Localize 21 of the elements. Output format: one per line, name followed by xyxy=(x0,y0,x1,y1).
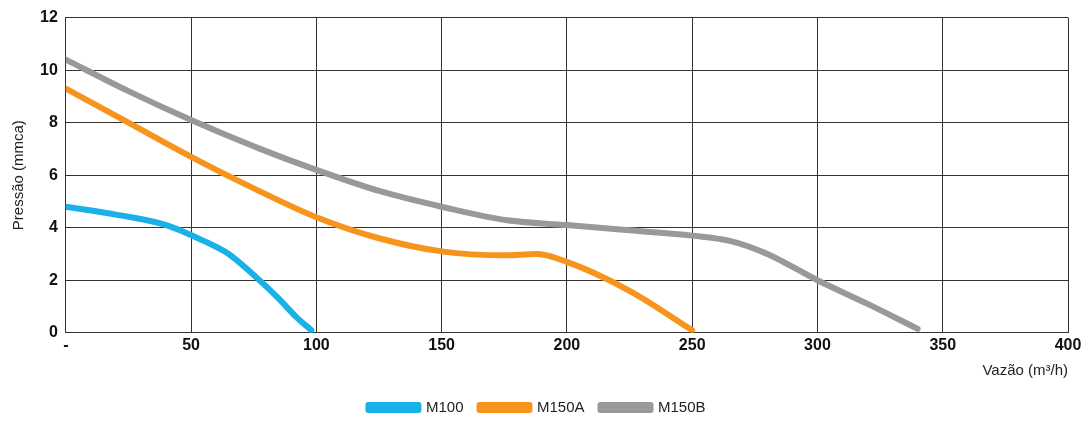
x-tick-label: 50 xyxy=(182,335,201,353)
y-tick-label: 2 xyxy=(48,270,58,288)
y-tick-label: 0 xyxy=(48,323,58,341)
y-tick-label: 8 xyxy=(48,113,58,131)
x-axis-title: Vazão (m³/h) xyxy=(982,361,1068,379)
x-tick-label: - xyxy=(63,335,69,353)
x-tick-label: 400 xyxy=(1054,335,1082,353)
x-tick-label: 350 xyxy=(929,335,957,353)
y-axis-title: Pressão (mmca) xyxy=(9,120,27,231)
y-tick-label: 12 xyxy=(40,8,58,26)
x-tick-label: 250 xyxy=(678,335,706,353)
x-tick-label: 150 xyxy=(428,335,456,353)
legend-label: M150A xyxy=(536,397,585,415)
x-tick-label: 200 xyxy=(553,335,581,353)
y-tick-label: 10 xyxy=(40,60,58,78)
legend-label: M150B xyxy=(658,397,706,415)
y-tick-label: 4 xyxy=(48,218,58,236)
x-tick-label: 300 xyxy=(804,335,831,353)
x-tick-label: 100 xyxy=(303,335,330,353)
legend-label: M100 xyxy=(425,397,464,415)
y-tick-label: 6 xyxy=(48,165,58,183)
